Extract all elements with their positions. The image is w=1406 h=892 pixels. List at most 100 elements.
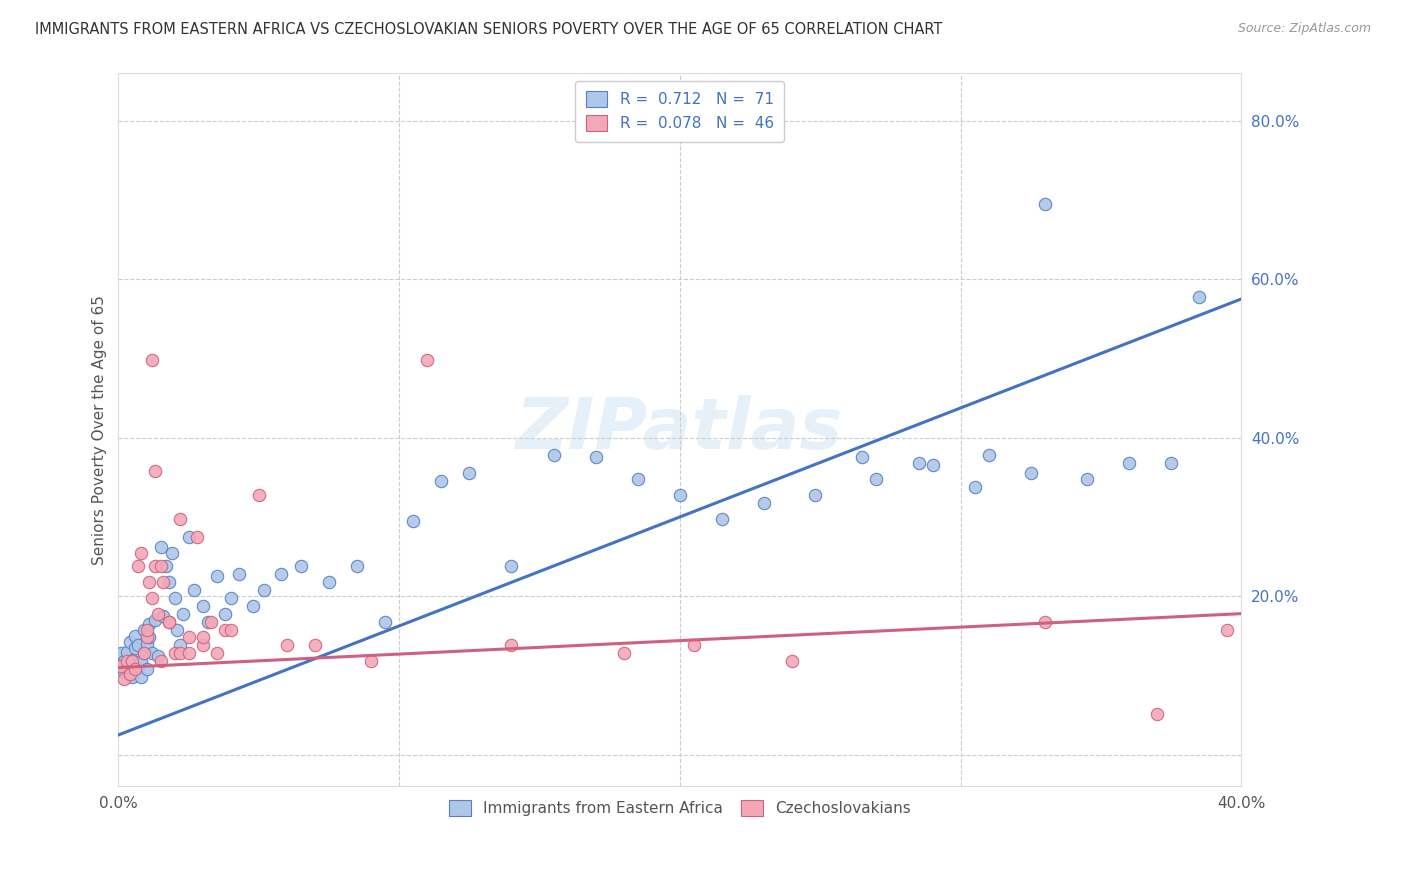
Point bbox=[169, 511, 191, 525]
Point bbox=[110, 646, 132, 660]
Point bbox=[1019, 467, 1042, 481]
Point bbox=[157, 615, 180, 629]
Point bbox=[138, 631, 160, 645]
Point bbox=[304, 638, 326, 652]
Point bbox=[152, 574, 174, 589]
Y-axis label: Seniors Poverty Over the Age of 65: Seniors Poverty Over the Age of 65 bbox=[93, 294, 107, 565]
Point bbox=[191, 599, 214, 613]
Point bbox=[191, 631, 214, 645]
Point bbox=[152, 609, 174, 624]
Point bbox=[1146, 706, 1168, 721]
Point bbox=[124, 629, 146, 643]
Point bbox=[219, 591, 242, 605]
Point bbox=[115, 659, 138, 673]
Point bbox=[160, 546, 183, 560]
Point bbox=[138, 574, 160, 589]
Point bbox=[501, 559, 523, 574]
Point bbox=[683, 638, 706, 652]
Point bbox=[121, 670, 143, 684]
Point bbox=[121, 652, 143, 666]
Point bbox=[346, 559, 368, 574]
Point bbox=[163, 646, 186, 660]
Point bbox=[977, 448, 1000, 462]
Point bbox=[183, 582, 205, 597]
Point bbox=[242, 599, 264, 613]
Point bbox=[430, 475, 453, 489]
Point bbox=[318, 574, 340, 589]
Point bbox=[115, 645, 138, 659]
Point bbox=[851, 450, 873, 465]
Point bbox=[276, 638, 298, 652]
Point bbox=[627, 472, 650, 486]
Point bbox=[247, 488, 270, 502]
Point bbox=[127, 638, 149, 652]
Point bbox=[166, 623, 188, 637]
Point bbox=[143, 464, 166, 478]
Point bbox=[157, 574, 180, 589]
Point bbox=[374, 615, 396, 629]
Text: Source: ZipAtlas.com: Source: ZipAtlas.com bbox=[1237, 22, 1371, 36]
Point bbox=[135, 662, 157, 676]
Point bbox=[118, 666, 141, 681]
Point bbox=[1160, 456, 1182, 470]
Point bbox=[112, 665, 135, 679]
Point bbox=[141, 591, 163, 605]
Point bbox=[129, 670, 152, 684]
Point bbox=[186, 530, 208, 544]
Point bbox=[543, 448, 565, 462]
Point bbox=[112, 673, 135, 687]
Point bbox=[205, 646, 228, 660]
Point bbox=[121, 654, 143, 668]
Point bbox=[200, 615, 222, 629]
Point bbox=[124, 640, 146, 655]
Point bbox=[141, 353, 163, 368]
Point bbox=[132, 646, 155, 660]
Point bbox=[149, 559, 172, 574]
Point bbox=[963, 480, 986, 494]
Point bbox=[146, 648, 169, 663]
Point bbox=[803, 488, 825, 502]
Point bbox=[1216, 623, 1239, 637]
Point bbox=[118, 668, 141, 682]
Point bbox=[177, 530, 200, 544]
Point bbox=[127, 660, 149, 674]
Point bbox=[177, 646, 200, 660]
Point bbox=[290, 559, 312, 574]
Point bbox=[135, 637, 157, 651]
Legend: Immigrants from Eastern Africa, Czechoslovakians: Immigrants from Eastern Africa, Czechosl… bbox=[440, 791, 920, 825]
Point bbox=[115, 654, 138, 668]
Point bbox=[270, 567, 292, 582]
Point bbox=[132, 646, 155, 660]
Point bbox=[157, 615, 180, 629]
Point bbox=[585, 450, 607, 465]
Point bbox=[711, 511, 734, 525]
Point bbox=[402, 514, 425, 528]
Point bbox=[228, 567, 250, 582]
Point bbox=[127, 559, 149, 574]
Point bbox=[172, 607, 194, 621]
Point bbox=[149, 654, 172, 668]
Point bbox=[143, 559, 166, 574]
Point bbox=[214, 623, 236, 637]
Point bbox=[143, 613, 166, 627]
Point bbox=[177, 631, 200, 645]
Point bbox=[219, 623, 242, 637]
Point bbox=[214, 607, 236, 621]
Point bbox=[138, 617, 160, 632]
Point bbox=[360, 654, 382, 668]
Point bbox=[118, 635, 141, 649]
Point bbox=[907, 456, 929, 470]
Point bbox=[1033, 196, 1056, 211]
Point bbox=[865, 472, 887, 486]
Point bbox=[132, 623, 155, 637]
Point bbox=[197, 615, 219, 629]
Point bbox=[752, 496, 775, 510]
Point bbox=[501, 638, 523, 652]
Point bbox=[169, 646, 191, 660]
Point bbox=[780, 654, 803, 668]
Point bbox=[129, 546, 152, 560]
Point bbox=[1188, 289, 1211, 303]
Point bbox=[1033, 615, 1056, 629]
Point bbox=[1076, 472, 1098, 486]
Point bbox=[135, 623, 157, 637]
